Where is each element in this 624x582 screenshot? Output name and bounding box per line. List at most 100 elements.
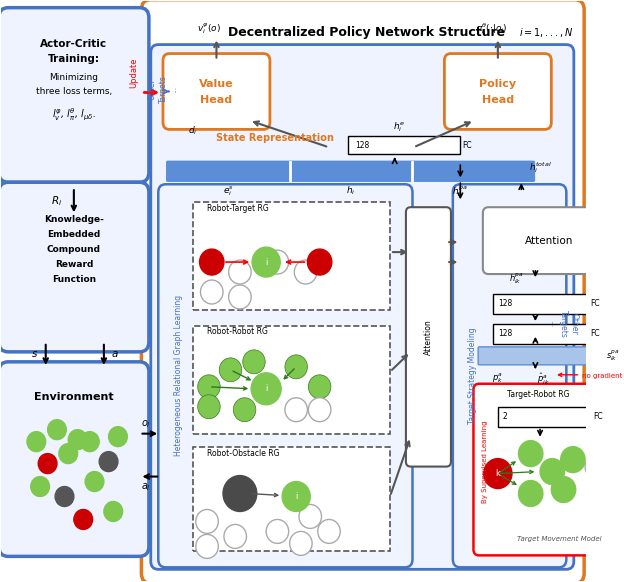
Text: Environment: Environment [34, 392, 114, 402]
Circle shape [200, 249, 224, 275]
Text: 128: 128 [498, 300, 512, 308]
Text: $i=1,...,N$: $i=1,...,N$ [519, 26, 574, 39]
Circle shape [308, 398, 331, 422]
Circle shape [285, 355, 308, 379]
Circle shape [299, 505, 321, 528]
Text: Other
Targets
...: Other Targets ... [548, 310, 578, 338]
Circle shape [85, 471, 104, 492]
Circle shape [59, 443, 77, 464]
FancyBboxPatch shape [478, 347, 602, 365]
Circle shape [47, 420, 66, 439]
Text: State Representation: State Representation [217, 133, 334, 143]
Text: $p_k^a$: $p_k^a$ [492, 372, 504, 385]
Circle shape [552, 477, 576, 502]
Text: Robot-Obstacle RG: Robot-Obstacle RG [207, 449, 280, 458]
Text: Decentralized Policy Network Structure: Decentralized Policy Network Structure [228, 26, 505, 39]
Text: $a$: $a$ [111, 349, 119, 359]
Bar [193, 446, 390, 551]
Text: Robot-Robot RG: Robot-Robot RG [207, 328, 268, 336]
Text: FC: FC [462, 141, 472, 150]
Circle shape [318, 520, 340, 544]
Circle shape [266, 520, 289, 544]
Circle shape [519, 441, 543, 467]
Circle shape [561, 446, 585, 473]
Circle shape [519, 481, 543, 506]
Circle shape [252, 247, 280, 277]
Text: $s_{ik}^{pa}$: $s_{ik}^{pa}$ [606, 349, 620, 363]
Circle shape [228, 260, 251, 284]
Circle shape [282, 481, 310, 512]
Circle shape [308, 249, 332, 275]
Text: $\pi_i^\theta(\cdot|o_i)$: $\pi_i^\theta(\cdot|o_i)$ [477, 21, 508, 36]
Text: FC: FC [590, 329, 600, 338]
Circle shape [198, 375, 220, 399]
Circle shape [219, 358, 241, 382]
Text: Robot-Target RG: Robot-Target RG [207, 204, 269, 212]
Text: i: i [295, 492, 298, 501]
Circle shape [31, 477, 49, 496]
Text: $h_i^e$: $h_i^e$ [393, 121, 406, 134]
Text: Heterogeneous Relational Graph Learning: Heterogeneous Relational Graph Learning [175, 295, 183, 456]
Text: Other
Targets
...: Other Targets ... [148, 76, 178, 104]
Circle shape [285, 398, 308, 422]
Circle shape [27, 432, 46, 452]
Circle shape [196, 509, 218, 534]
Text: i: i [265, 258, 267, 267]
Text: $s$: $s$ [31, 349, 38, 359]
Text: Update: Update [129, 57, 139, 88]
Text: $v_i^\varphi(o)$: $v_i^\varphi(o)$ [197, 21, 221, 36]
Text: $l_{v}^\varphi$, $l_{\pi}^\theta$, $l_{\mu\delta}$.: $l_{v}^\varphi$, $l_{\pi}^\theta$, $l_{\… [52, 106, 96, 123]
FancyBboxPatch shape [142, 0, 584, 582]
Circle shape [80, 432, 99, 452]
Circle shape [585, 455, 608, 478]
Text: 128: 128 [355, 141, 369, 150]
Circle shape [308, 375, 331, 399]
Text: Head: Head [482, 95, 514, 105]
Circle shape [196, 534, 218, 558]
Circle shape [198, 395, 220, 418]
Circle shape [605, 442, 624, 466]
Text: $e_i^s$: $e_i^s$ [223, 184, 234, 198]
Text: no gradient: no gradient [582, 373, 623, 379]
Text: 2: 2 [502, 412, 507, 421]
Text: Knowledge-: Knowledge- [44, 215, 104, 223]
Text: FC: FC [590, 300, 600, 308]
FancyBboxPatch shape [163, 54, 270, 129]
Text: 128: 128 [498, 329, 512, 338]
FancyBboxPatch shape [406, 207, 451, 467]
Circle shape [224, 524, 246, 548]
FancyBboxPatch shape [0, 362, 149, 556]
Text: Reward: Reward [55, 260, 93, 268]
Text: Training:: Training: [48, 54, 100, 63]
FancyBboxPatch shape [167, 161, 534, 181]
Text: Embedded: Embedded [47, 230, 100, 239]
FancyBboxPatch shape [453, 184, 567, 567]
FancyBboxPatch shape [0, 182, 149, 352]
Bar [498, 407, 592, 427]
Text: $h_i^{pa}$: $h_i^{pa}$ [452, 184, 468, 199]
Bar [193, 326, 390, 434]
FancyBboxPatch shape [158, 184, 412, 567]
Circle shape [599, 478, 622, 502]
Text: Compound: Compound [47, 244, 101, 254]
Circle shape [243, 350, 265, 374]
Bar [493, 324, 587, 344]
Text: three loss terms,: three loss terms, [36, 87, 112, 96]
Bar [193, 202, 390, 310]
Circle shape [228, 285, 251, 309]
Circle shape [109, 427, 127, 446]
FancyBboxPatch shape [483, 207, 616, 274]
Circle shape [104, 502, 123, 521]
Circle shape [38, 453, 57, 474]
Text: Target Strategy Modeling: Target Strategy Modeling [468, 328, 477, 424]
Circle shape [233, 398, 256, 422]
Text: $d_i$: $d_i$ [188, 125, 198, 137]
Text: i: i [265, 384, 267, 393]
Text: Head: Head [200, 95, 233, 105]
Text: k: k [495, 469, 500, 478]
FancyBboxPatch shape [151, 45, 574, 569]
Text: $\hat{p}_{ik}^a$: $\hat{p}_{ik}^a$ [537, 372, 549, 387]
Circle shape [99, 452, 118, 471]
Circle shape [484, 459, 512, 488]
Circle shape [290, 531, 312, 555]
